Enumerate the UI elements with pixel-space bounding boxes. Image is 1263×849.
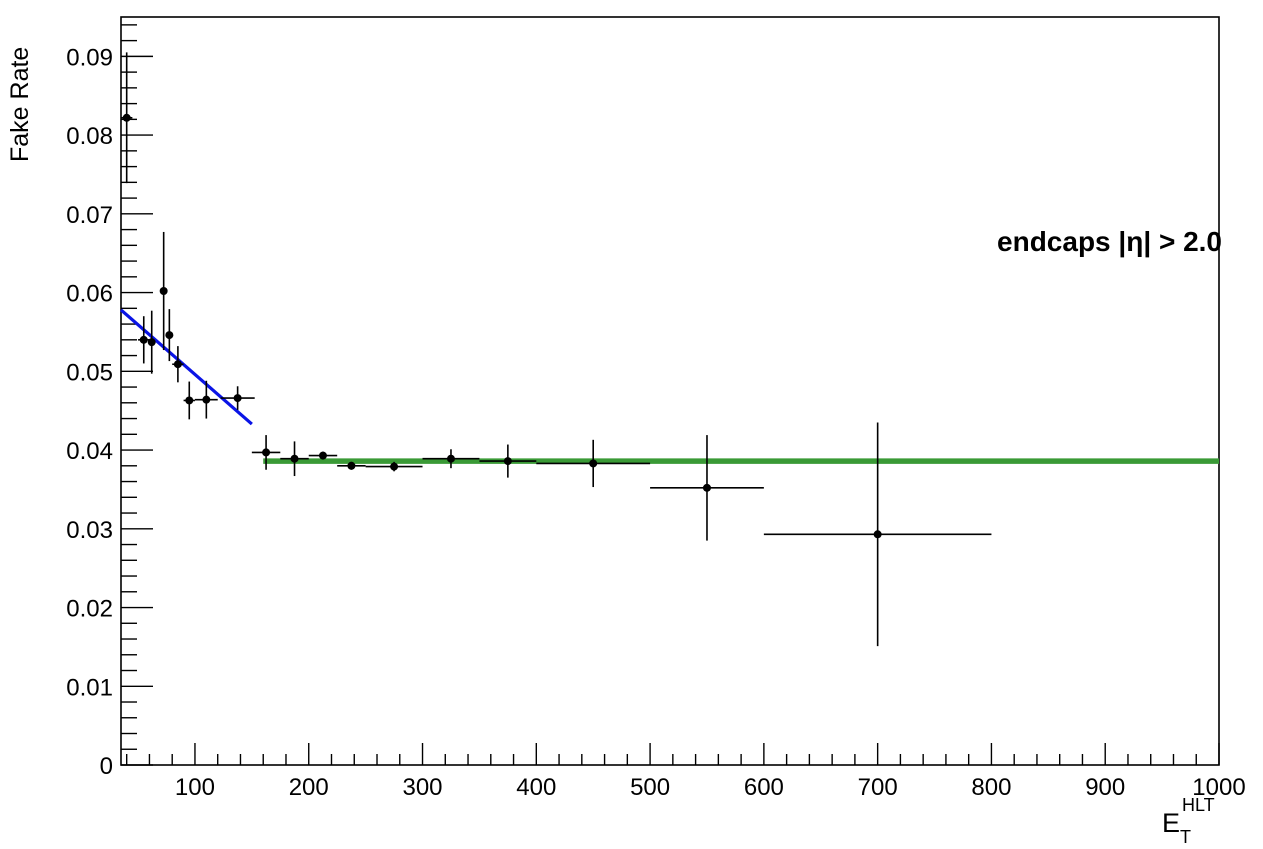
x-axis-label-main: E — [1162, 808, 1180, 838]
data-point — [194, 380, 218, 419]
fit-lines — [119, 308, 1219, 464]
data-point — [280, 441, 309, 477]
y-tick-label: 0.03 — [66, 517, 113, 544]
point-marker — [347, 461, 356, 470]
data-point — [138, 316, 150, 364]
data-point — [650, 435, 764, 541]
y-axis-label: Fake Rate — [6, 47, 34, 162]
y-tick-label: 0.06 — [66, 281, 113, 308]
y-tick-label: 0.01 — [66, 674, 113, 701]
data-point — [337, 461, 366, 470]
y-tick-label: 0.09 — [66, 44, 113, 71]
y-tick-label: 0.04 — [66, 438, 113, 465]
point-marker — [290, 454, 299, 463]
point-marker — [503, 457, 512, 466]
data-point — [165, 309, 174, 362]
point-marker — [159, 287, 168, 296]
point-marker — [165, 331, 174, 340]
data-point — [251, 435, 281, 470]
x-tick-label: 800 — [971, 774, 1011, 801]
data-point — [220, 386, 255, 410]
point-marker — [202, 395, 211, 404]
x-axis-label-sub: T — [1180, 827, 1191, 847]
y-tick-label: 0.07 — [66, 202, 113, 229]
fit-line-low — [119, 308, 253, 426]
point-marker — [139, 335, 148, 344]
point-marker — [262, 448, 271, 457]
point-marker — [318, 451, 327, 460]
x-axis-label: E T HLT — [1162, 795, 1215, 847]
x-tick-label: 300 — [402, 774, 442, 801]
data-points — [121, 52, 992, 647]
data-point — [365, 461, 423, 472]
x-axis-label-sup: HLT — [1182, 795, 1215, 815]
y-tick-label: 0.08 — [66, 123, 113, 150]
data-point — [183, 381, 195, 420]
x-tick-label: 200 — [289, 774, 329, 801]
x-tick-label: 700 — [858, 774, 898, 801]
data-point — [763, 422, 992, 647]
point-marker — [446, 454, 455, 463]
point-marker — [390, 462, 399, 471]
data-point — [159, 231, 168, 351]
point-marker — [702, 483, 711, 492]
x-tick-label: 500 — [630, 774, 670, 801]
data-point — [536, 439, 651, 488]
point-marker — [873, 530, 882, 539]
data-point — [121, 52, 133, 184]
plot-frame — [120, 16, 1220, 766]
x-tick-label: 100 — [175, 774, 215, 801]
axes: 100 200 300 400 500 600 700 800 900 1000 0 0.01 0.02… — [66, 24, 1246, 801]
data-point — [172, 346, 184, 383]
x-tick-label: 900 — [1085, 774, 1125, 801]
annotation-label: endcaps |η| > 2.0 — [997, 226, 1222, 257]
x-tick-label: 1000 — [1192, 774, 1245, 801]
data-point — [147, 310, 156, 374]
x-tick-label: 600 — [744, 774, 784, 801]
y-tick-label: 0 — [100, 753, 113, 780]
y-tick-label: 0.02 — [66, 596, 113, 623]
data-point — [479, 444, 537, 478]
point-marker — [233, 394, 242, 403]
point-marker — [173, 360, 182, 369]
point-marker — [589, 459, 598, 468]
point-marker — [122, 113, 131, 122]
point-marker — [147, 338, 156, 347]
data-point — [308, 451, 338, 460]
x-tick-label: 400 — [516, 774, 556, 801]
y-tick-label: 0.05 — [66, 359, 113, 386]
data-point — [422, 449, 480, 469]
point-marker — [185, 396, 194, 405]
